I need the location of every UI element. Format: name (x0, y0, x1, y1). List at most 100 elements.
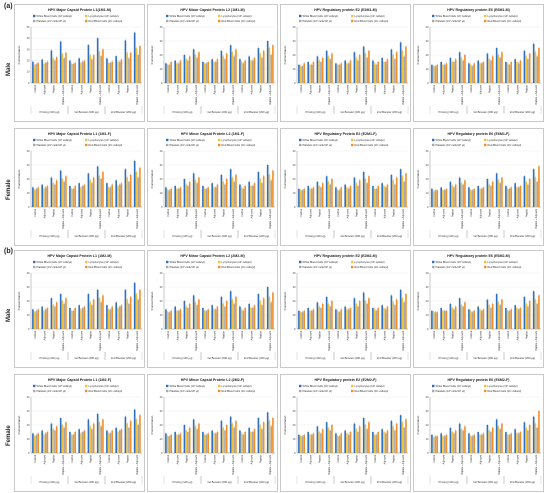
bar (335, 309, 337, 329)
bar (303, 188, 305, 207)
bar (497, 426, 500, 453)
bar (106, 305, 108, 329)
y-tick-label: 0 (28, 451, 30, 455)
group-label: Priming (100 µg) (439, 234, 459, 238)
bar (373, 434, 376, 453)
group-label: 1st Booster (200 µg) (207, 356, 232, 360)
bar (239, 430, 241, 453)
bar (135, 172, 138, 207)
bar (107, 187, 110, 207)
y-tick-label: 0 (294, 451, 296, 455)
bar (375, 434, 378, 453)
bar (364, 179, 367, 207)
bar (179, 433, 182, 453)
category-label: Adjuvant (80, 85, 83, 95)
bar (321, 57, 324, 83)
category-label: Control (300, 331, 303, 339)
bar (33, 65, 36, 83)
bar (436, 436, 438, 453)
bar (384, 309, 387, 329)
bar (505, 432, 507, 453)
category-label: Adjuvant (43, 85, 46, 95)
y-tick-label: 30 (160, 39, 163, 43)
group-label: 1st Booster (200 µg) (74, 110, 99, 114)
bar (320, 433, 322, 453)
category-label: Adjuvant (309, 209, 312, 219)
bar (257, 294, 260, 329)
y-tick-label: 40 (293, 271, 296, 275)
bar (177, 188, 180, 207)
bar (107, 309, 110, 329)
bar (203, 310, 206, 329)
bar (32, 309, 34, 329)
bar (536, 56, 538, 83)
legend-label: Lymphocytes (10³ cells/µl) (488, 138, 518, 142)
y-axis-label: Concentration (283, 415, 287, 434)
bar (508, 188, 511, 207)
category-label: Peptide + Adjuvant (269, 455, 272, 475)
bar (443, 190, 446, 207)
bar (205, 310, 208, 329)
y-axis-label: Concentration (416, 291, 420, 310)
bar (355, 429, 357, 453)
y-tick-label: 30 (426, 163, 429, 167)
bar (473, 434, 475, 453)
bar (499, 57, 501, 83)
bar (63, 58, 65, 83)
bar (486, 53, 489, 83)
bar (383, 308, 385, 329)
bar (440, 187, 442, 207)
bar (390, 49, 393, 83)
chart-panel-13: HPV Major Capsid Protein L1 (1M2-F) White… (14, 374, 145, 492)
category-label: Peptide (260, 84, 263, 93)
bar (54, 60, 56, 83)
category-label: Peptide (356, 84, 359, 93)
bar (135, 48, 138, 83)
bar (166, 436, 169, 453)
bar (364, 425, 367, 453)
bar (41, 306, 43, 329)
legend-swatch (484, 384, 487, 388)
category-label: Peptide + Adjuvant (365, 209, 368, 229)
bar (174, 432, 176, 453)
legend-label: Lymphocytes (10³ cells/µl) (355, 14, 385, 18)
bar (187, 60, 189, 83)
category-label: Peptide + Adjuvant (232, 331, 235, 351)
category-label: Peptide (127, 208, 130, 217)
category-label: Peptide (186, 454, 189, 463)
row-label-male-b: Male (6, 308, 12, 322)
group-label: 1st Booster (200 µg) (74, 480, 99, 484)
bar (473, 63, 475, 83)
bar (179, 187, 182, 207)
legend-swatch (218, 14, 221, 18)
bar (338, 64, 341, 83)
bar (129, 52, 132, 83)
category-label: Peptide (319, 208, 322, 217)
chart-title: HPV Minor Capsid Protein L2 (1M1-F) (180, 132, 245, 136)
legend-label: Lymphocytes (10³ cells/µl) (355, 260, 385, 264)
bar (176, 188, 178, 207)
y-tick-label: 0 (161, 81, 163, 85)
bar (299, 312, 302, 329)
legend-label: Platelets (10³ cells/10³ µl) (436, 19, 465, 23)
bar (87, 294, 90, 329)
y-tick-label: 20 (426, 177, 429, 181)
bar (358, 301, 361, 329)
legend-label: Lymphocytes (10³ cells/µl) (488, 14, 518, 18)
category-label: Adjuvant (479, 455, 482, 465)
bar (253, 305, 256, 329)
bar-chart-svg: White Blood Cells (10³ cells/µl) Lymphocy… (283, 14, 409, 114)
bar (207, 433, 209, 453)
row-label-male-a: Male (6, 62, 12, 76)
bar (111, 184, 113, 207)
category-label: Peptide + Adjuvant (461, 331, 464, 351)
bar (139, 289, 141, 329)
bar (109, 433, 112, 453)
legend-swatch (33, 14, 36, 18)
bar (59, 418, 62, 453)
bar (235, 296, 237, 329)
bar (519, 308, 522, 329)
bar (87, 173, 90, 207)
bar (59, 294, 62, 329)
chart-title: HPV Major Capsid Protein L1 (1M2-M) (47, 254, 112, 258)
